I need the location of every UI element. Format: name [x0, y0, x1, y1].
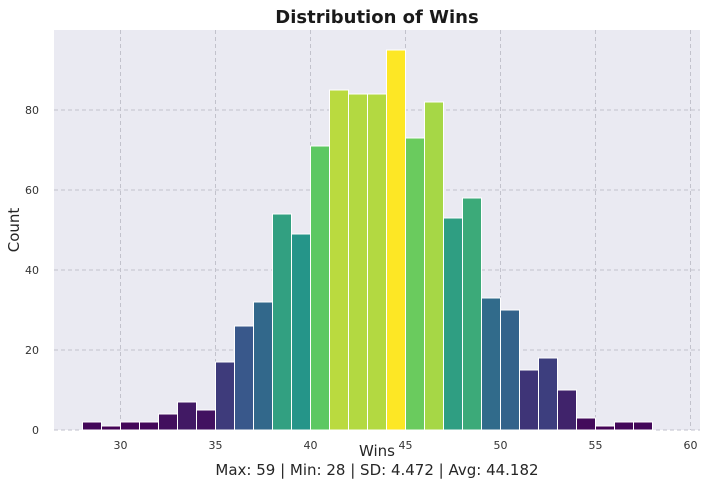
histogram-bar	[234, 325, 254, 431]
x-tick-label: 30	[114, 439, 128, 452]
histogram-bar	[82, 421, 102, 431]
histogram-bar	[177, 401, 197, 431]
y-tick-label: 40	[25, 264, 39, 277]
histogram-bar	[215, 361, 235, 431]
y-tick-label: 80	[25, 104, 39, 117]
y-tick-label: 60	[25, 184, 39, 197]
histogram-bar	[253, 301, 273, 431]
y-tick-label: 20	[25, 344, 39, 357]
histogram-bar	[595, 425, 615, 431]
histogram-bar	[158, 413, 178, 431]
y-tick-label: 0	[32, 424, 39, 437]
x-axis-label: Wins	[359, 442, 395, 460]
x-tick-label: 60	[684, 439, 698, 452]
histogram-bar	[139, 421, 159, 431]
chart-title: Distribution of Wins	[275, 7, 478, 28]
histogram-bar	[310, 145, 330, 431]
histogram-bar	[120, 421, 140, 431]
histogram-bar	[424, 101, 444, 431]
histogram-bar	[405, 137, 425, 431]
histogram-bar	[614, 421, 634, 431]
histogram-bar	[519, 369, 539, 431]
x-tick-label: 35	[209, 439, 223, 452]
histogram-bar	[443, 217, 463, 431]
histogram-bar	[329, 89, 349, 431]
histogram-bar	[367, 93, 387, 431]
x-tick-labels: 30 35 40 45 50 55 60	[114, 439, 698, 452]
histogram-bar	[633, 421, 653, 431]
histogram-bar	[196, 409, 216, 431]
stats-summary: Max: 59 | Min: 28 | SD: 4.472 | Avg: 44.…	[215, 461, 538, 479]
x-tick-label: 55	[589, 439, 603, 452]
histogram-bar	[557, 389, 577, 431]
histogram-bar	[538, 357, 558, 431]
y-tick-labels: 0 20 40 60 80	[25, 104, 39, 437]
histogram-bar	[462, 197, 482, 431]
histogram-bar	[272, 213, 292, 431]
histogram-bar	[481, 297, 501, 431]
histogram-bar	[291, 233, 311, 431]
x-tick-label: 40	[304, 439, 318, 452]
x-tick-label: 50	[494, 439, 508, 452]
histogram-bar	[101, 425, 121, 431]
histogram-bar	[500, 309, 520, 431]
histogram-bar	[386, 49, 406, 431]
y-axis-label: Count	[5, 208, 23, 253]
x-tick-label: 45	[399, 439, 413, 452]
histogram-bar	[576, 417, 596, 431]
bars	[82, 49, 653, 431]
histogram-bar	[348, 93, 368, 431]
